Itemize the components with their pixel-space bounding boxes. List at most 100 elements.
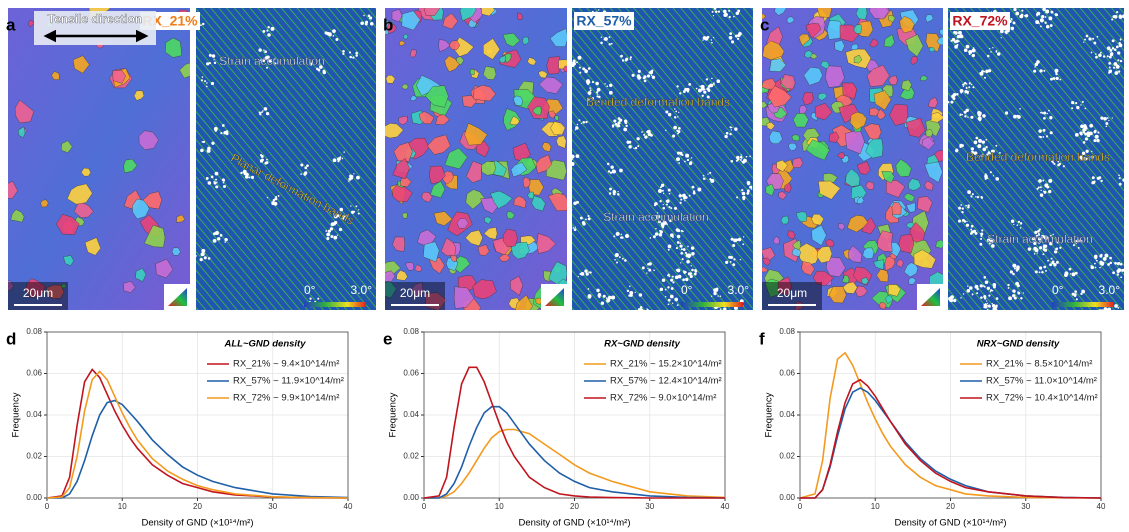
y-tick-label: 0.08 bbox=[403, 327, 419, 336]
grain bbox=[885, 295, 893, 304]
strain-speckle bbox=[671, 275, 674, 278]
strain-speckle bbox=[1036, 12, 1039, 16]
strain-speckle bbox=[991, 244, 995, 248]
grain bbox=[63, 255, 74, 266]
y-tick-label: 0.02 bbox=[26, 452, 42, 461]
strain-speckle bbox=[1062, 165, 1065, 168]
scale-label: 20μm bbox=[400, 286, 430, 300]
strain-speckle bbox=[662, 192, 665, 195]
strain-speckle bbox=[267, 33, 271, 37]
strain-speckle bbox=[1039, 246, 1043, 250]
strain-speckle bbox=[342, 52, 345, 56]
strain-speckle bbox=[1013, 114, 1017, 119]
strain-speckle bbox=[730, 129, 732, 131]
y-tick-label: 0.00 bbox=[26, 493, 42, 502]
strain-speckle bbox=[342, 214, 346, 218]
strain-speckle bbox=[654, 232, 659, 236]
strain-speckle bbox=[363, 14, 365, 17]
strain-speckle bbox=[1074, 271, 1078, 275]
strain-speckle bbox=[1073, 293, 1077, 297]
strain-speckle bbox=[979, 284, 983, 288]
strain-speckle bbox=[262, 30, 266, 33]
strain-speckle bbox=[968, 82, 971, 85]
strain-speckle bbox=[1048, 189, 1052, 194]
strain-speckle bbox=[669, 219, 672, 223]
strain-speckle bbox=[637, 69, 641, 73]
strain-speckle bbox=[1038, 129, 1042, 133]
strain-speckle bbox=[981, 229, 984, 232]
grain bbox=[428, 257, 445, 274]
strain-speckle bbox=[971, 293, 974, 296]
strain-speckle bbox=[716, 79, 721, 84]
strain-speckle bbox=[995, 177, 1000, 181]
strain-speckle bbox=[665, 129, 667, 132]
grain bbox=[444, 147, 468, 170]
grain bbox=[873, 259, 885, 270]
colorbar bbox=[681, 302, 743, 307]
strain-speckle bbox=[677, 229, 681, 233]
strain-speckle bbox=[1058, 162, 1062, 166]
ipf-key bbox=[921, 288, 940, 306]
strain-speckle bbox=[367, 14, 371, 18]
strain-speckle bbox=[1086, 133, 1091, 138]
strain-speckle bbox=[595, 81, 599, 86]
strain-speckle bbox=[1042, 136, 1045, 138]
grain bbox=[392, 236, 406, 252]
strain-speckle bbox=[327, 229, 331, 233]
plot-frame bbox=[423, 331, 726, 499]
grain bbox=[814, 102, 833, 121]
strain-speckle bbox=[585, 218, 587, 221]
strain-speckle bbox=[1116, 273, 1120, 276]
grain bbox=[135, 268, 147, 282]
strain-speckle bbox=[1034, 248, 1038, 252]
grain bbox=[401, 83, 409, 90]
strain-speckle bbox=[1103, 117, 1107, 121]
strain-speckle bbox=[1042, 8, 1046, 11]
x-axis-label: Density of GND (×10¹⁴/m²) bbox=[518, 518, 630, 529]
grain bbox=[899, 15, 915, 34]
x-tick-label: 20 bbox=[570, 502, 579, 511]
strain-speckle bbox=[1071, 107, 1074, 110]
strain-speckle bbox=[1020, 13, 1024, 17]
strain-speckle bbox=[729, 32, 733, 35]
grain bbox=[792, 239, 802, 251]
strain-speckle bbox=[1012, 289, 1016, 293]
strain-speckle bbox=[670, 287, 674, 290]
legend-label: RX_57% ~ 11.0×10^14/m² bbox=[986, 376, 1097, 387]
strain-speckle bbox=[651, 217, 654, 219]
strain-speckle bbox=[697, 187, 702, 192]
strain-speckle bbox=[1052, 233, 1054, 236]
strain-speckle bbox=[201, 76, 204, 78]
strain-speckle bbox=[1119, 262, 1123, 266]
strain-speckle bbox=[1072, 244, 1076, 247]
strain-speckle bbox=[697, 88, 702, 93]
grain bbox=[409, 94, 417, 102]
strain-speckle bbox=[214, 129, 218, 132]
strain-speckle bbox=[973, 151, 978, 156]
strain-speckle bbox=[623, 119, 628, 123]
map-label: RX_57% bbox=[576, 13, 632, 29]
strain-speckle bbox=[608, 43, 611, 46]
strain-speckle bbox=[1091, 150, 1093, 153]
strain-speckle bbox=[659, 200, 662, 203]
grain bbox=[549, 28, 567, 47]
x-tick-label: 40 bbox=[1097, 502, 1106, 511]
strain-speckle bbox=[681, 258, 684, 261]
strain-speckle bbox=[576, 123, 579, 126]
strain-speckle bbox=[1099, 266, 1101, 269]
strain-speckle bbox=[581, 221, 585, 224]
strain-speckle bbox=[975, 136, 979, 140]
strain-speckle bbox=[730, 160, 734, 163]
strain-speckle bbox=[755, 185, 759, 189]
strain-speckle bbox=[1080, 132, 1083, 136]
strain-speckle bbox=[1012, 272, 1015, 276]
strain-speckle bbox=[729, 132, 732, 136]
strain-speckle bbox=[1093, 139, 1097, 143]
strain-speckle bbox=[649, 237, 652, 239]
strain-speckle bbox=[1017, 291, 1019, 293]
strain-speckle bbox=[1064, 271, 1069, 276]
strain-speckle bbox=[729, 126, 732, 129]
strain-speckle bbox=[680, 251, 684, 255]
strain-speckle bbox=[959, 146, 962, 149]
strain-speckle bbox=[706, 95, 710, 99]
